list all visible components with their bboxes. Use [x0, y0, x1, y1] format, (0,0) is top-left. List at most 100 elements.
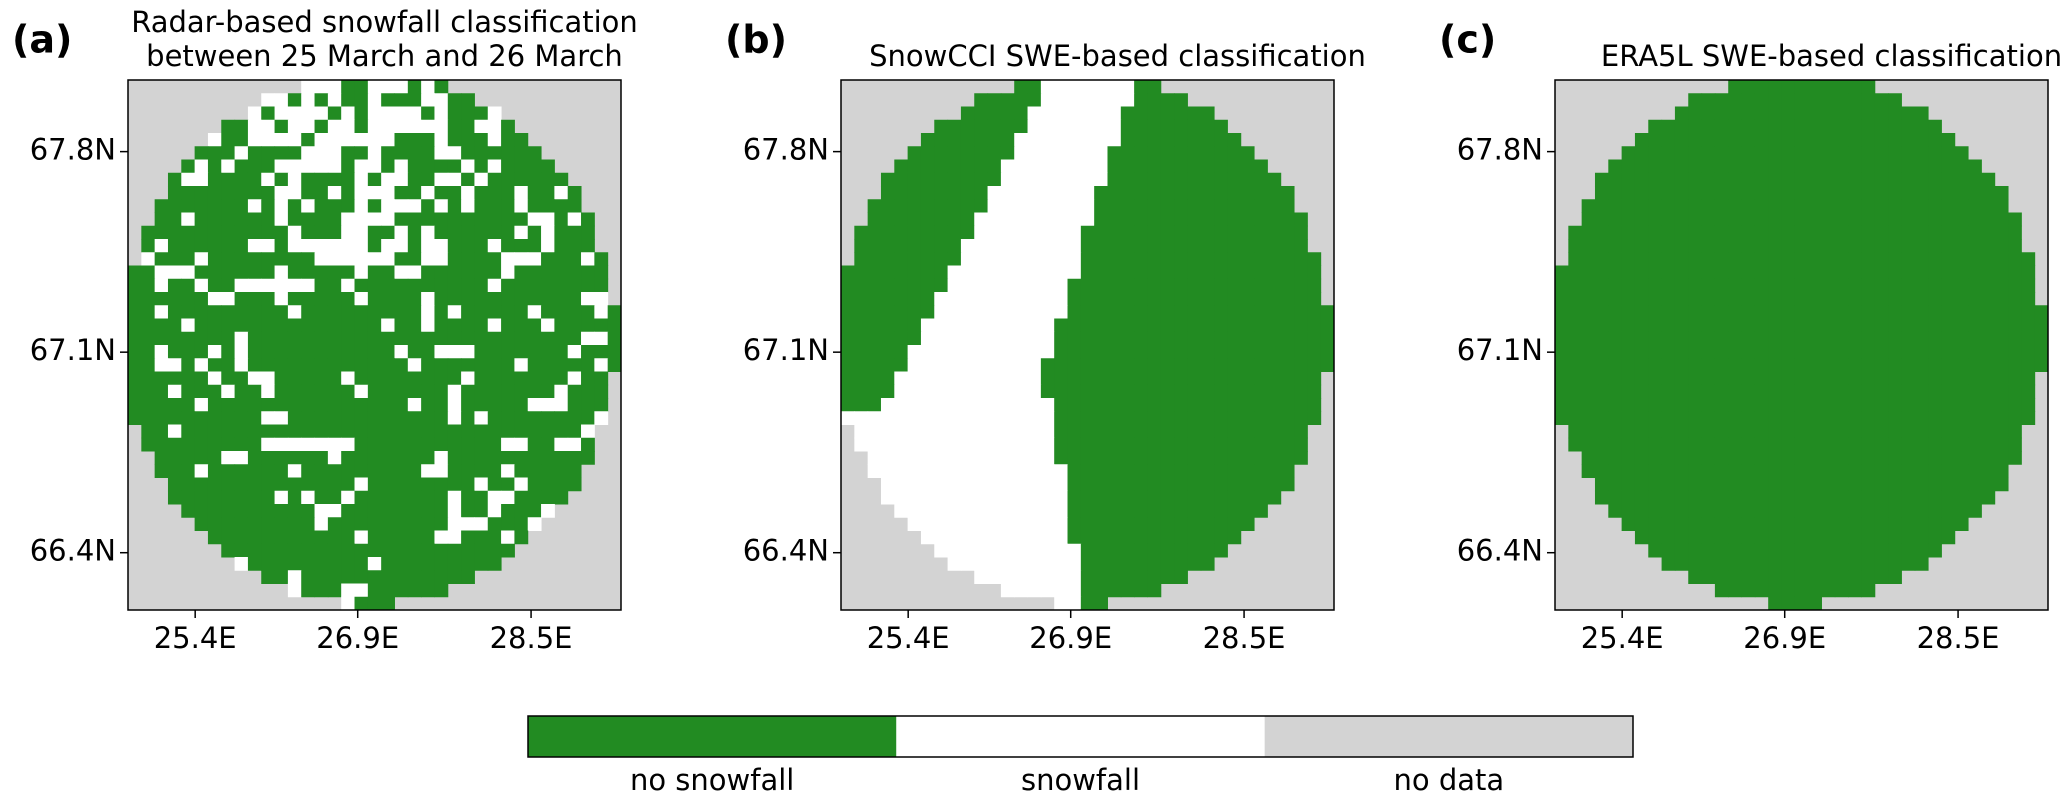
map-cell — [894, 477, 909, 492]
map-cell — [867, 451, 882, 465]
map-cell — [894, 225, 909, 240]
map-cell — [1067, 451, 1082, 465]
map-cell — [167, 252, 182, 266]
map-cell — [421, 437, 435, 452]
map-cell — [960, 504, 975, 518]
map-cell — [314, 345, 329, 359]
map-cell — [247, 345, 262, 359]
map-cell — [487, 398, 502, 412]
map-cell — [1027, 437, 1042, 452]
map-cell — [367, 543, 382, 558]
map-cell — [1214, 424, 1228, 439]
map-cell — [1781, 451, 1796, 465]
map-cell — [1160, 411, 1175, 425]
map-cell — [1107, 305, 1122, 319]
map-cell — [527, 159, 542, 174]
map-cell — [854, 318, 869, 333]
map-cell — [341, 464, 356, 478]
map-cell — [1874, 543, 1889, 558]
map-cell — [1067, 106, 1082, 121]
map-cell — [447, 451, 462, 465]
map-cell — [1808, 490, 1822, 505]
map-cell — [1014, 93, 1029, 107]
map-cell — [341, 119, 356, 134]
map-cell — [167, 212, 182, 227]
map-cell — [1134, 583, 1148, 598]
map-cell — [934, 358, 949, 372]
map-cell — [920, 331, 935, 346]
map-cell — [1107, 133, 1122, 147]
map-cell — [1781, 292, 1796, 306]
map-cell — [934, 477, 949, 492]
map-cell — [1754, 159, 1769, 174]
map-cell — [974, 464, 989, 478]
map-cell — [1040, 464, 1055, 478]
map-cell — [1254, 358, 1268, 372]
map-cell — [1968, 398, 1982, 412]
map-cell — [1280, 331, 1295, 346]
map-cell — [1267, 172, 1282, 187]
map-cell — [1888, 451, 1902, 465]
map-cell — [1861, 292, 1876, 306]
map-cell — [447, 318, 462, 333]
map-cell — [421, 411, 435, 425]
map-cell — [327, 358, 342, 372]
map-cell — [1067, 437, 1082, 452]
map-cell — [1174, 398, 1188, 412]
map-cell — [1214, 371, 1228, 386]
map-cell — [234, 384, 249, 399]
panel-title: Radar-based snowfall classification — [131, 5, 638, 39]
map-cell — [1254, 292, 1268, 306]
map-cell — [1568, 292, 1583, 306]
map-cell — [1307, 252, 1322, 266]
map-cell — [1080, 530, 1095, 545]
map-cell — [1648, 133, 1663, 147]
map-cell — [1594, 252, 1609, 266]
map-cell — [1754, 424, 1769, 439]
map-cell — [1928, 490, 1942, 505]
map-cell — [1200, 345, 1215, 359]
map-cell — [934, 371, 949, 386]
map-cell — [2021, 398, 2036, 412]
map-cell — [194, 345, 209, 359]
map-cell — [841, 331, 855, 346]
y-tick-label: 66.4N — [30, 534, 116, 568]
map-cell — [287, 318, 302, 333]
map-cell — [1754, 133, 1769, 147]
map-cell — [1901, 252, 1916, 266]
map-cell — [1688, 411, 1703, 425]
map-cell — [1874, 305, 1889, 319]
map-cell — [934, 517, 949, 531]
map-cell — [128, 278, 142, 293]
map-cell — [434, 557, 449, 571]
map-cell — [1294, 278, 1308, 293]
map-cell — [1174, 239, 1188, 253]
map-cell — [974, 252, 989, 266]
map-cell — [987, 371, 1002, 386]
map-cell — [1134, 159, 1148, 174]
map-cell — [974, 411, 989, 425]
map-cell — [314, 292, 329, 306]
map-cell — [1254, 398, 1268, 412]
map-cell — [920, 133, 935, 147]
map-cell — [1120, 398, 1135, 412]
map-cell — [1067, 358, 1082, 372]
map-cell — [1280, 305, 1295, 319]
map-cell — [974, 424, 989, 439]
map-cell — [1200, 239, 1215, 253]
map-cell — [1888, 119, 1902, 134]
map-cell — [247, 464, 262, 478]
map-cell — [367, 265, 382, 280]
map-cell — [1808, 292, 1822, 306]
map-cell — [1701, 252, 1716, 266]
map-cell — [434, 186, 449, 200]
map-cell — [920, 225, 935, 240]
map-cell — [1701, 172, 1716, 187]
map-cell — [1040, 477, 1055, 492]
map-cell — [1621, 504, 1636, 518]
map-cell — [474, 225, 489, 240]
map-cell — [1674, 305, 1689, 319]
map-cell — [367, 119, 382, 134]
map-cell — [1848, 543, 1862, 558]
map-cell — [1661, 305, 1676, 319]
